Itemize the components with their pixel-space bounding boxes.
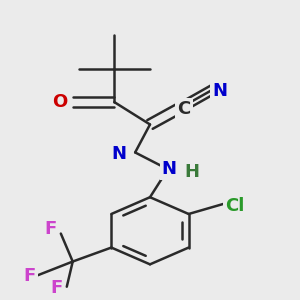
Text: F: F [44,220,57,238]
Text: N: N [111,145,126,163]
Text: H: H [184,163,199,181]
Text: O: O [52,93,67,111]
Text: Cl: Cl [225,196,244,214]
Text: F: F [50,279,62,297]
Text: N: N [212,82,227,100]
Text: F: F [23,266,36,284]
Text: C: C [178,100,191,118]
Text: N: N [162,160,177,178]
